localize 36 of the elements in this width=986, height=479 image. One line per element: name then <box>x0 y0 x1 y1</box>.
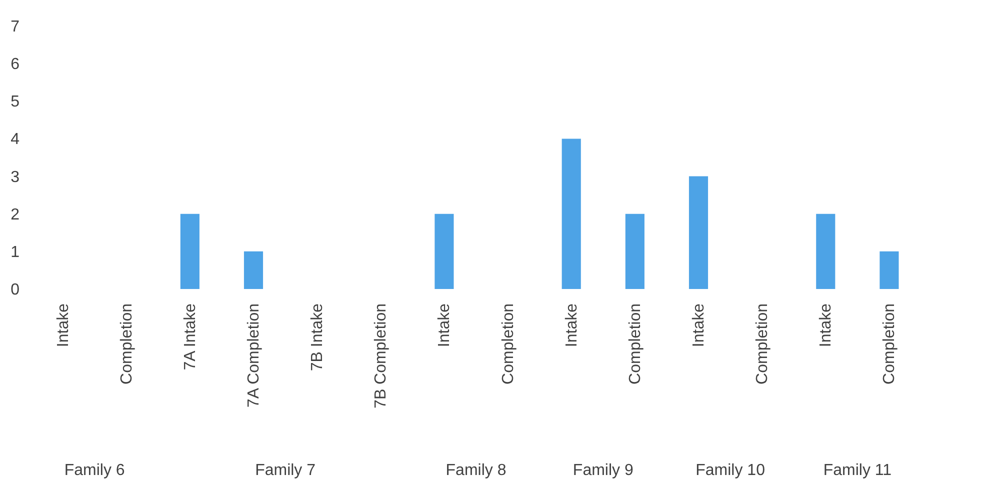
bar <box>816 214 836 289</box>
y-tick-label: 6 <box>10 56 20 74</box>
x-tick-label: Completion <box>500 304 517 384</box>
x-tick-label: Intake <box>818 303 835 348</box>
x-tick-label: 7B Completion <box>372 304 390 408</box>
x-tick-label: Completion <box>118 304 136 384</box>
text: Family 6 <box>64 462 125 479</box>
bar <box>562 138 581 289</box>
text: Family 11 <box>823 462 892 479</box>
x-tick-label: Completion <box>881 304 898 384</box>
x-tick-label: 7B Intake <box>309 303 326 372</box>
y-tick-label: 1 <box>10 244 20 261</box>
y-tick-label: 5 <box>10 94 20 111</box>
bar <box>180 214 200 289</box>
y-tick-label: 0 <box>10 282 20 298</box>
bar <box>434 214 454 289</box>
y-tick-label: 4 <box>10 131 20 148</box>
x-tick-label: Intake <box>563 303 580 348</box>
y-tick-label: 3 <box>10 168 20 186</box>
x-tick-label: Intake <box>54 303 72 348</box>
text: Family 9 <box>572 462 634 479</box>
bar <box>688 176 708 289</box>
x-tick-label: Intake <box>690 303 708 348</box>
x-tick-label: 7A Intake <box>182 303 199 370</box>
text: Family 8 <box>446 462 506 479</box>
x-tick-label: Completion <box>754 304 772 384</box>
bar <box>625 214 644 289</box>
text: Family 7 <box>255 462 316 479</box>
x-tick-label: 7A Completion <box>246 304 262 408</box>
x-tick-label: Intake <box>436 303 454 348</box>
x-tick-label: Completion <box>626 304 644 384</box>
bar <box>880 251 899 289</box>
text: Family 10 <box>696 462 766 479</box>
bar <box>244 251 264 289</box>
y-tick-label: 7 <box>10 18 20 36</box>
y-tick-label: 2 <box>10 206 20 224</box>
